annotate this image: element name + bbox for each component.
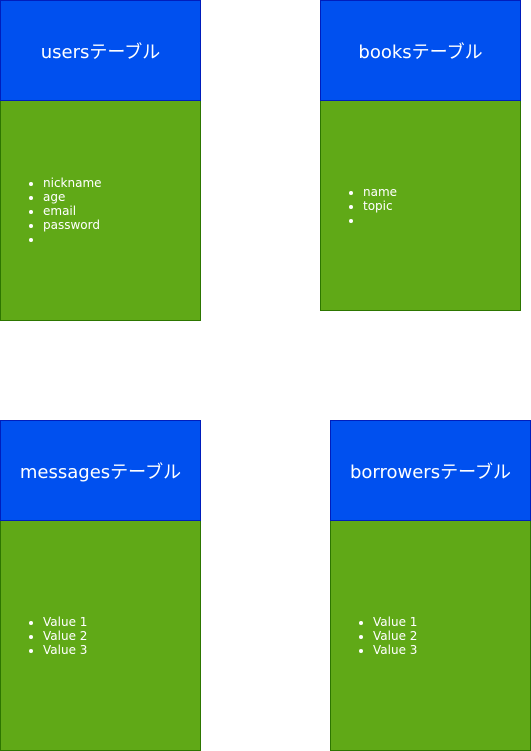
field-item: Value 2 xyxy=(373,629,417,643)
field-item: Value 3 xyxy=(43,643,87,657)
table-body: Value 1 Value 2 Value 3 xyxy=(0,521,201,751)
field-item: email xyxy=(43,204,102,218)
field-item: Value 1 xyxy=(43,615,87,629)
field-item: Value 1 xyxy=(373,615,417,629)
field-item: name xyxy=(363,185,397,199)
field-item: nickname xyxy=(43,176,102,190)
table-body: nickname age email password xyxy=(0,101,201,321)
field-item: topic xyxy=(363,199,397,213)
borrowers-table: borrowersテーブル Value 1 Value 2 Value 3 xyxy=(330,420,531,751)
table-title: usersテーブル xyxy=(40,41,161,63)
books-table: booksテーブル name topic xyxy=(320,0,521,311)
field-list: Value 1 Value 2 Value 3 xyxy=(1,615,87,657)
table-header: borrowersテーブル xyxy=(330,420,531,521)
table-body: Value 1 Value 2 Value 3 xyxy=(330,521,531,751)
table-body: name topic xyxy=(320,101,521,311)
field-list: name topic xyxy=(321,185,397,227)
field-item: Value 3 xyxy=(373,643,417,657)
table-header: booksテーブル xyxy=(320,0,521,101)
field-item: Value 2 xyxy=(43,629,87,643)
table-header: usersテーブル xyxy=(0,0,201,101)
messages-table: messagesテーブル Value 1 Value 2 Value 3 xyxy=(0,420,201,751)
table-title: borrowersテーブル xyxy=(349,461,512,483)
table-title: messagesテーブル xyxy=(19,461,182,483)
users-table: usersテーブル nickname age email password xyxy=(0,0,201,321)
field-item: password xyxy=(43,218,102,232)
table-header: messagesテーブル xyxy=(0,420,201,521)
field-list: Value 1 Value 2 Value 3 xyxy=(331,615,417,657)
field-item: age xyxy=(43,190,102,204)
table-title: booksテーブル xyxy=(358,41,483,63)
field-item-empty xyxy=(43,232,102,246)
field-item-empty xyxy=(363,213,397,227)
field-list: nickname age email password xyxy=(1,176,102,246)
